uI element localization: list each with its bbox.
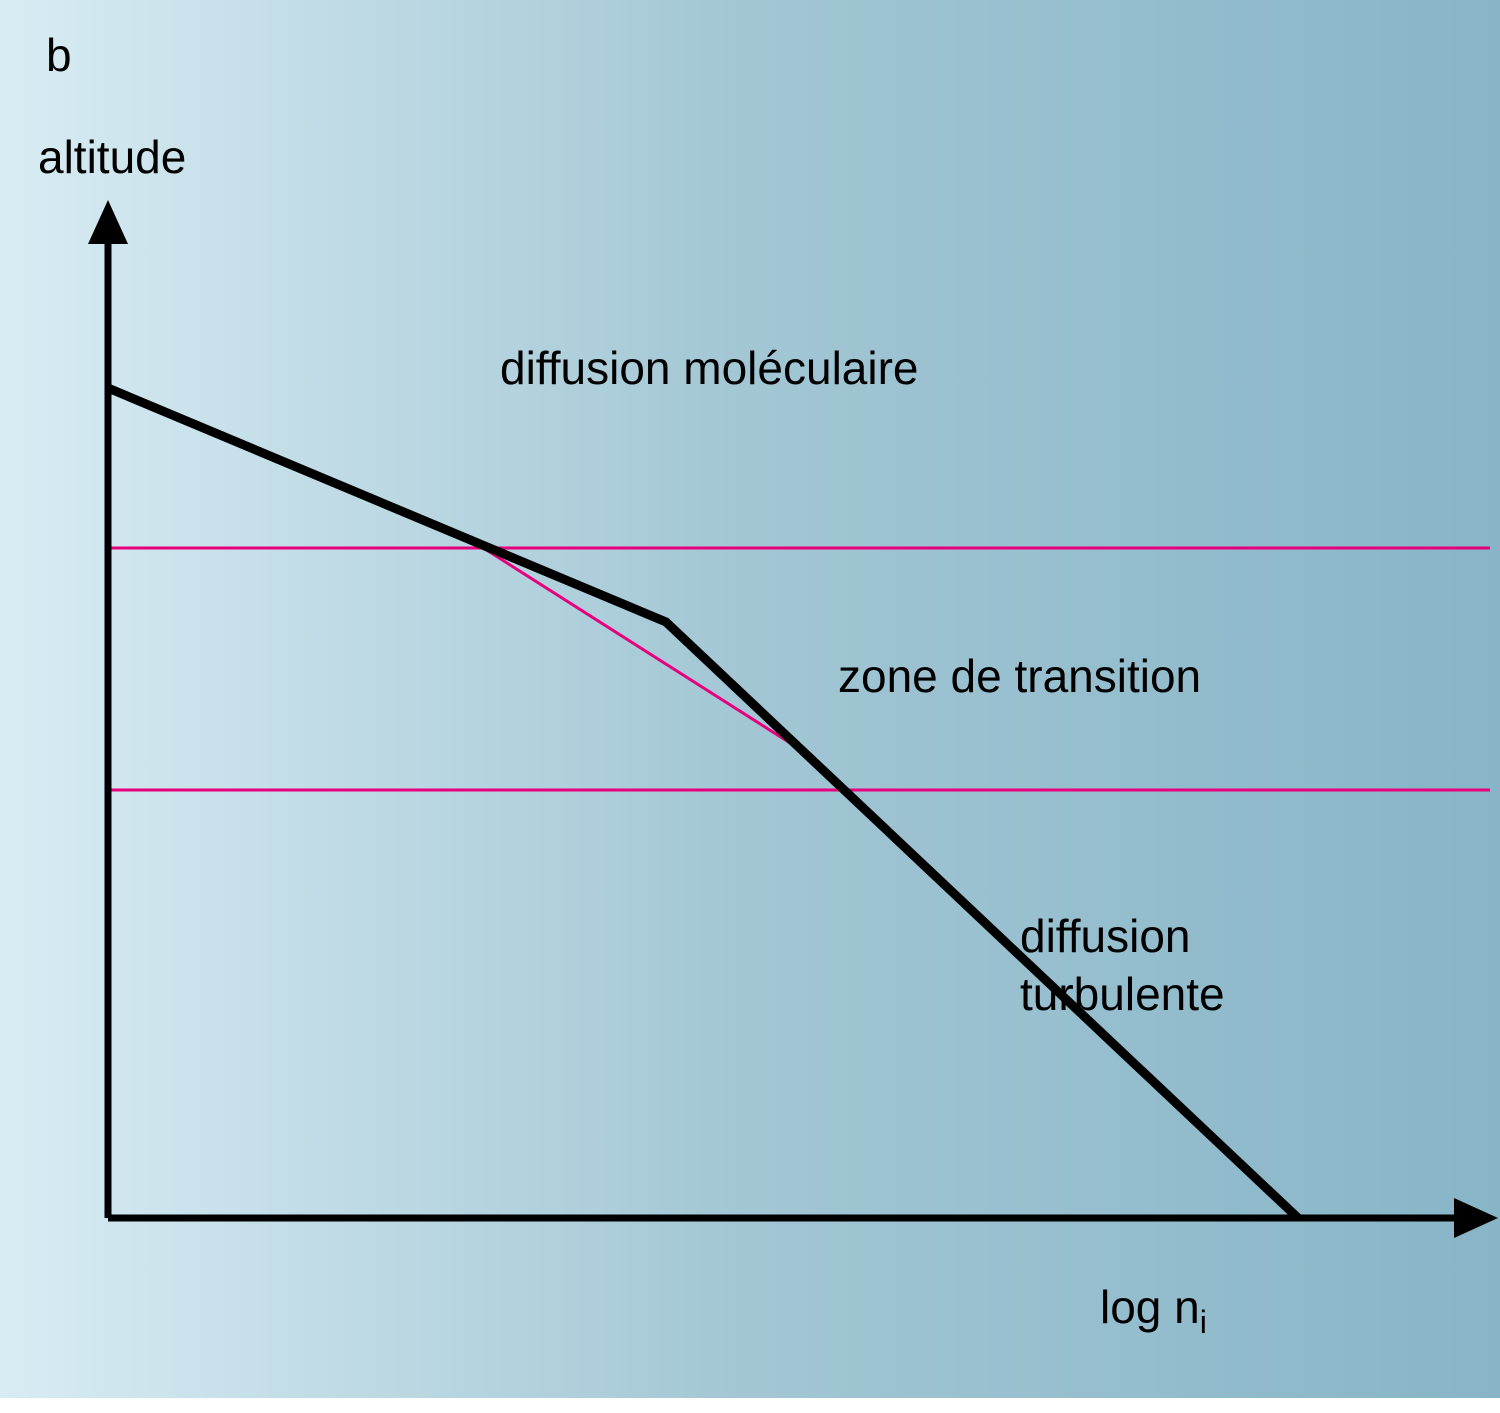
y-axis-label: altitude: [38, 130, 186, 184]
panel-label: b: [46, 28, 72, 82]
label-diffusion-moleculaire: diffusion moléculaire: [500, 340, 919, 398]
label-diffusion-turbulente-line1: diffusion: [1020, 910, 1191, 962]
y-axis-arrowhead: [88, 200, 128, 244]
transition-pink-line: [474, 542, 798, 748]
diagram-svg: [0, 0, 1500, 1413]
label-zone-transition: zone de transition: [838, 648, 1201, 706]
x-axis-arrowhead: [1454, 1198, 1498, 1238]
label-diffusion-turbulente: diffusion turbulente: [1020, 908, 1225, 1023]
density-profile-curve: [108, 388, 1298, 1218]
label-diffusion-turbulente-line2: turbulente: [1020, 968, 1225, 1020]
x-axis-label: log ni: [1100, 1280, 1207, 1341]
bottom-bar: [0, 1398, 1500, 1413]
x-axis-label-prefix: log n: [1100, 1281, 1200, 1333]
x-axis-label-sub: i: [1200, 1304, 1207, 1340]
